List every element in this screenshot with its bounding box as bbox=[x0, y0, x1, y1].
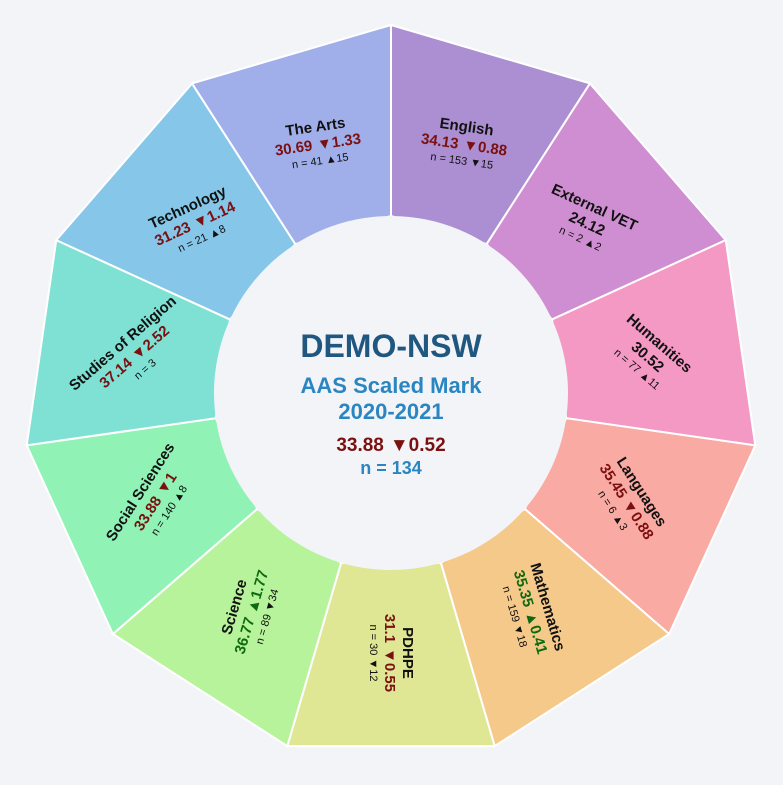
segment-count: n = 30 ▼12 bbox=[367, 624, 379, 681]
segment-value: 30.69 ▼1.33 bbox=[274, 130, 362, 159]
center-count: n = 134 bbox=[360, 458, 422, 478]
segment-change: ▼0.88 bbox=[462, 136, 508, 159]
center-value-line: 33.88 ▼0.52 bbox=[336, 435, 445, 456]
segment-change: ▼0.55 bbox=[381, 648, 398, 692]
center-value: 33.88 bbox=[336, 435, 384, 456]
segments-layer bbox=[25, 23, 757, 748]
center-school-title: DEMO-NSW bbox=[300, 328, 482, 364]
segment-change: ▼1.33 bbox=[316, 130, 362, 153]
center-years-label: 2020-2021 bbox=[338, 399, 443, 424]
center-metric-label: AAS Scaled Mark bbox=[301, 373, 483, 398]
segment-score: 31.1 bbox=[381, 614, 398, 643]
segment-value: 34.13 ▼0.88 bbox=[420, 130, 508, 159]
segment-name: PDHPE bbox=[399, 627, 416, 679]
segment-value: 31.1 ▼0.55 bbox=[381, 614, 398, 692]
center-circle bbox=[214, 216, 568, 570]
segment-score: 34.13 bbox=[420, 130, 460, 152]
segment-score: 30.69 bbox=[274, 137, 314, 159]
center-change: ▼0.52 bbox=[390, 435, 446, 456]
